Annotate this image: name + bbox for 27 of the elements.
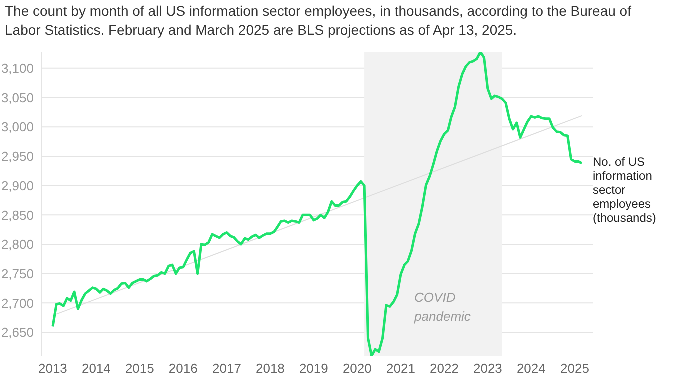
x-tick-label: 2017 (212, 361, 242, 376)
x-tick-label: 2015 (125, 361, 154, 376)
y-tick-label: 2,800 (1, 237, 34, 252)
line-series (52, 52, 584, 356)
x-tick-label: 2014 (82, 361, 111, 376)
series-label: No. of US information sector employees (thousands) (593, 154, 658, 224)
chart-title: The count by month of all US information sector employees, in thousands, according to the Bureau of Labor Statistics. February and March 2025 are BLS projections as of Apr 13, 2025. (5, 2, 632, 40)
y-tick-label: 2,650 (1, 325, 34, 340)
x-tick-label: 2023 (473, 361, 502, 376)
x-tick-label: 2013 (38, 361, 68, 376)
x-tick-label: 2025 (560, 361, 590, 376)
y-tick-label: 3,100 (1, 61, 34, 76)
y-tick-label: 3,000 (1, 120, 34, 135)
x-tick-label: 2018 (256, 361, 285, 376)
y-tick-label: 2,750 (1, 266, 34, 282)
y-tick-label: 2,950 (1, 149, 34, 164)
x-tick-label: 2019 (299, 361, 328, 376)
x-tick-label: 2022 (430, 361, 459, 376)
x-tick-label: 2021 (386, 361, 416, 376)
y-tick-label: 3,050 (1, 90, 34, 106)
y-tick-label: 2,900 (1, 178, 34, 194)
y-tick-label: 2,700 (1, 296, 34, 311)
x-tick-label: 2016 (168, 361, 198, 376)
x-tick-label: 2024 (516, 361, 546, 376)
band-label: COVID pandemic (414, 290, 472, 324)
y-tick-label: 2,850 (1, 208, 34, 223)
x-tick-label: 2020 (342, 361, 372, 376)
